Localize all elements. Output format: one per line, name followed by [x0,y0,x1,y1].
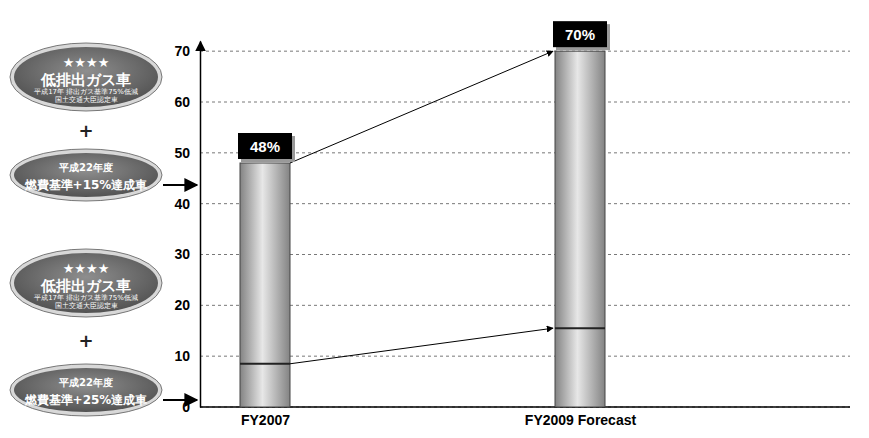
badge-text: 平成17年 排出ガス基準75%低減 [34,88,138,96]
y-tick-label: 10 [174,348,190,364]
legend-arrow [163,399,197,401]
level-line [555,327,605,329]
grid-line [200,254,850,255]
badge-text: 平成22年度 [58,162,113,173]
legend-arrow [163,184,197,186]
badge-rim [10,43,162,111]
grid [200,51,850,407]
chart: 0 10 20 30 40 50 60 70 FY2007 FY2009 Forecast 48% 7… [0,0,869,438]
badge-rim [10,149,162,201]
badge-text: 国土交通大臣認定車 [55,96,118,104]
data-label-text: 70% [565,26,595,43]
grid-line [200,152,850,153]
badge-text: 低排出ガス車 [40,277,131,295]
y-tick-label: 0 [182,399,190,415]
y-axis-line [200,42,202,408]
badge-text: ★★★★ [63,261,110,276]
legend-label: 燃費基準+15%達成車 [24,178,148,192]
badge-text: + [78,330,93,351]
label-box [553,21,607,47]
x-tick: FY2009 Forecast [525,407,637,428]
data-label-text: 48% [250,138,280,155]
label-box [238,133,292,159]
badge-text: 低排出ガス車 [40,71,131,89]
badge-text: 国土交通大臣認定車 [55,302,118,310]
y-tick: 0 [182,399,200,415]
grid-line [200,407,850,408]
y-tick-label: 70 [174,43,190,59]
grid-line [200,305,850,306]
badge-text: + [78,120,93,141]
trend-arrow [290,328,553,364]
y-tick: 40 [174,196,200,212]
y-tick: 50 [174,145,200,161]
x-tick-label: FY2009 Forecast [525,412,637,428]
y-tick-label: 30 [174,246,190,262]
legend-label: 燃費基準+25%達成車 [24,393,148,407]
grid-line [200,102,850,103]
badge-body [14,253,158,313]
x-axis: FY2007 FY2009 Forecast [241,407,636,428]
bar [555,51,605,407]
grid-line [200,356,850,357]
baseline [200,406,850,408]
badge-body [14,368,158,412]
badge-text: ★★★★ [63,55,110,70]
trend-arrow [290,51,553,163]
x-tick-label: FY2007 [241,412,290,428]
badge-body [14,47,158,107]
badge-rim [10,364,162,416]
bar [240,163,290,407]
y-tick: 30 [174,246,200,262]
data-label: 48% [238,133,295,162]
y-axis: 0 10 20 30 40 50 60 70 [174,42,200,415]
data-label: 70% [553,21,610,50]
badge-body [14,153,158,197]
legend-badge: ★★★★低排出ガス車平成17年 排出ガス基準75%低減国土交通大臣認定車 + 平成2… [10,43,162,201]
y-tick-label: 40 [174,196,190,212]
y-tick: 60 [174,94,200,110]
y-tick: 10 [174,348,200,364]
grid-line [200,51,850,52]
y-tick-label: 60 [174,94,190,110]
badge-text: 平成17年 排出ガス基準75%低減 [34,294,138,302]
badge-rim [10,249,162,317]
plot-marks [240,51,605,407]
x-tick: FY2007 [241,407,290,428]
y-tick-label: 20 [174,297,190,313]
y-tick: 70 [174,43,200,59]
badge-text: 平成22年度 [58,377,113,388]
level-line [240,363,290,365]
y-tick-label: 50 [174,145,190,161]
legend-badge: ★★★★低排出ガス車平成17年 排出ガス基準75%低減国土交通大臣認定車 + 平成2… [10,249,162,416]
grid-line [200,203,850,204]
y-tick: 20 [174,297,200,313]
